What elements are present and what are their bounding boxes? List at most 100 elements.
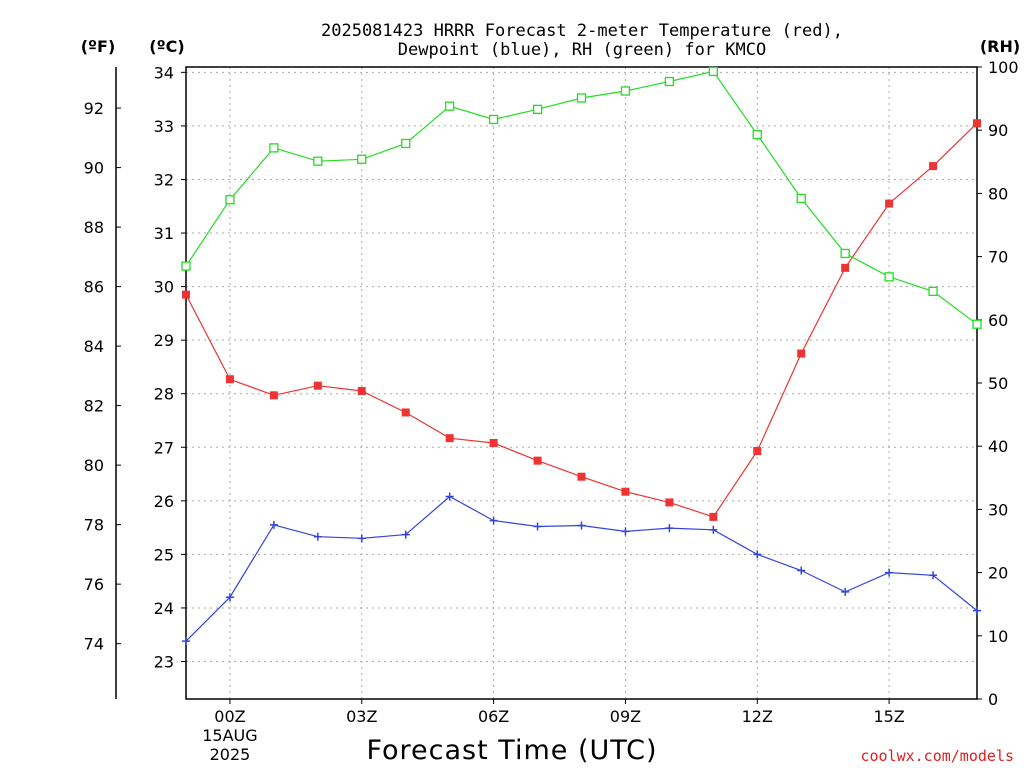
plot-frame <box>185 66 978 700</box>
x-tick-date-label: 15AUG <box>202 726 257 745</box>
temperature-line <box>185 122 978 518</box>
temperature-point <box>269 391 278 400</box>
fahrenheit-tick-label: 84 <box>84 337 104 356</box>
dewpoint-point <box>841 587 850 596</box>
temperature-point <box>929 162 938 171</box>
dewpoint-point <box>577 521 586 530</box>
axes <box>115 66 982 704</box>
celsius-tick-label: 24 <box>154 599 174 618</box>
rh-point <box>532 104 543 114</box>
celsius-tick-label: 23 <box>154 653 174 672</box>
celsius-tick-label: 27 <box>154 438 174 457</box>
dewpoint-point <box>489 516 498 525</box>
x-tick-label: 12Z <box>742 707 773 726</box>
rh-point <box>620 86 631 96</box>
temperature-point <box>797 349 806 358</box>
x-tick-label: 15Z <box>873 707 904 726</box>
rh-point <box>840 248 850 259</box>
x-tick-label: 00Z <box>214 707 245 726</box>
fahrenheit-tick-label: 90 <box>84 159 104 178</box>
rh-point <box>488 114 499 125</box>
celsius-tick-label: 25 <box>154 545 174 564</box>
rh-point <box>401 138 411 149</box>
dewpoint-point <box>797 566 806 575</box>
rh-point <box>225 195 235 205</box>
fahrenheit-tick-label: 92 <box>84 99 104 118</box>
rh-tick-label: 100 <box>988 58 1019 77</box>
temperature-point <box>445 434 454 443</box>
fahrenheit-tick-label: 76 <box>84 575 104 594</box>
celsius-tick-label: 32 <box>154 170 174 189</box>
rh-point <box>928 286 938 297</box>
rh-point <box>972 319 982 329</box>
rh-point <box>576 93 587 103</box>
temperature-point <box>401 408 410 417</box>
celsius-tick-label: 26 <box>154 492 174 511</box>
temperature-point <box>577 472 586 481</box>
rh-point <box>884 272 894 282</box>
dewpoint-point <box>313 532 322 541</box>
tick-labels: 23 24 25 26 27 28 29 30 31 32 33 34 74 76 78 80 82 84 86 88… <box>84 58 1019 764</box>
rh-point <box>664 76 675 87</box>
x-tick-label: 09Z <box>610 707 641 726</box>
rh-tick-label: 60 <box>988 311 1008 330</box>
temperature-point <box>709 512 718 521</box>
rh-tick-label: 90 <box>988 121 1008 140</box>
chart-title-line1: 2025081423 HRRR Forecast 2-meter Tempera… <box>321 21 843 41</box>
temperature-point <box>313 381 322 390</box>
celsius-tick-label: 33 <box>154 117 174 136</box>
dewpoint-point <box>885 568 894 577</box>
rh-point <box>752 129 762 140</box>
rh-tick-label: 30 <box>988 500 1008 519</box>
rh-unit-label: (RH) <box>980 37 1020 56</box>
rh-tick-label: 70 <box>988 248 1008 267</box>
dewpoint-point <box>973 606 981 615</box>
fahrenheit-unit-label: (ºF) <box>81 37 116 56</box>
rh-tick-label: 50 <box>988 374 1008 393</box>
dewpoint-point <box>225 593 234 602</box>
rh-point <box>796 193 806 204</box>
celsius-unit-label: (ºC) <box>149 37 184 56</box>
dewpoint-point <box>533 522 542 531</box>
credit-text: coolwx.com/models <box>860 747 1014 765</box>
fahrenheit-tick-label: 86 <box>84 278 104 297</box>
rh-point <box>313 156 323 166</box>
celsius-tick-label: 30 <box>154 278 174 297</box>
dewpoint-series <box>182 492 981 646</box>
temperature-point <box>973 119 981 128</box>
celsius-tick-label: 31 <box>154 224 174 243</box>
dewpoint-point <box>269 520 278 529</box>
temperature-point <box>665 498 674 507</box>
dewpoint-point <box>357 534 366 543</box>
temperature-point <box>841 263 850 272</box>
series-layer <box>181 66 982 646</box>
fahrenheit-tick-label: 80 <box>84 456 104 475</box>
temperature-point <box>533 456 542 465</box>
temperature-point <box>753 447 762 456</box>
celsius-tick-label: 28 <box>154 385 174 404</box>
dewpoint-point <box>709 525 718 534</box>
dewpoint-point <box>753 550 762 559</box>
temperature-point <box>225 375 234 384</box>
temperature-point <box>621 487 630 496</box>
dewpoint-point <box>929 571 938 580</box>
rh-point <box>181 261 191 271</box>
fahrenheit-tick-label: 74 <box>84 635 104 654</box>
temperature-point <box>489 438 498 447</box>
dewpoint-point <box>182 637 190 646</box>
rh-tick-label: 20 <box>988 564 1008 583</box>
celsius-tick-label: 34 <box>154 63 174 82</box>
grid-lines <box>186 67 977 699</box>
dewpoint-point <box>445 492 454 501</box>
rh-tick-label: 10 <box>988 627 1008 646</box>
temperature-point <box>182 290 190 299</box>
rh-tick-label: 40 <box>988 437 1008 456</box>
x-tick-label: 03Z <box>346 707 377 726</box>
chart-title-line2: Dewpoint (blue), RH (green) for KMCO <box>398 40 766 60</box>
temperature-point <box>357 387 366 396</box>
dewpoint-point <box>401 530 410 539</box>
x-axis-label: Forecast Time (UTC) <box>366 735 657 766</box>
rh-point <box>357 154 367 164</box>
fahrenheit-tick-label: 82 <box>84 397 104 416</box>
